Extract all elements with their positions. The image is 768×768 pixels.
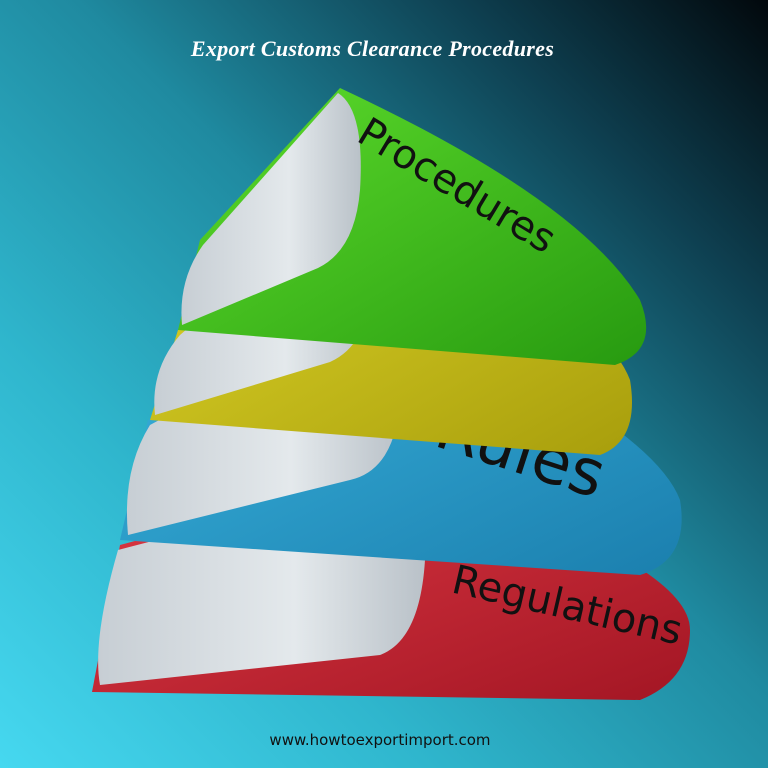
page-title: Export Customs Clearance Procedures [190, 36, 555, 61]
green-book-pages [181, 93, 361, 325]
green-book: Procedures [178, 88, 647, 365]
website-url: www.howtoexportimport.com [269, 731, 491, 749]
